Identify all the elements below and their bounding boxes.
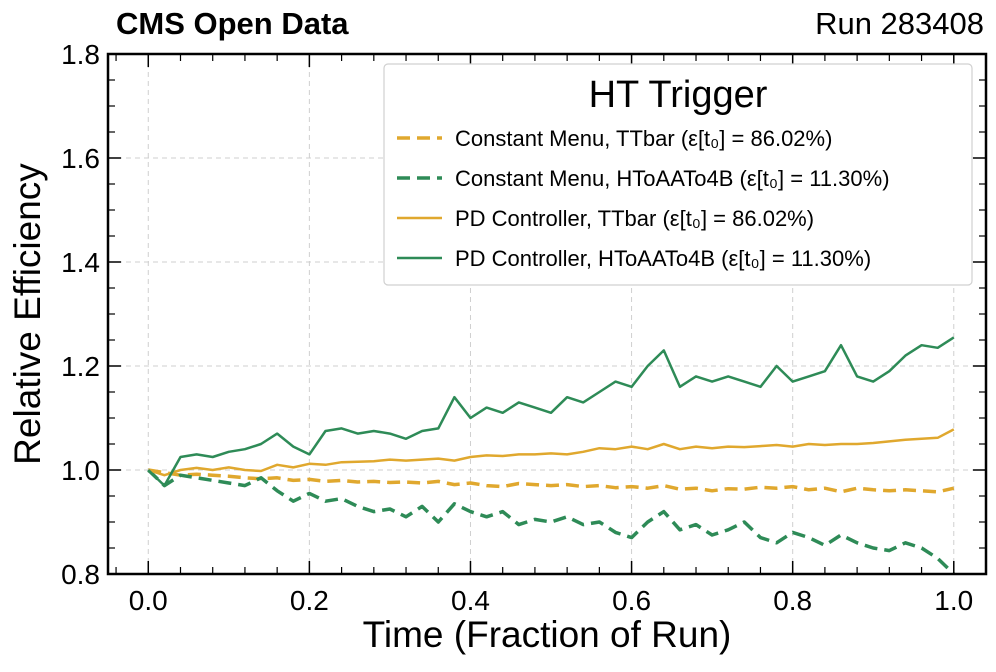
x-tick-label: 0.0 <box>129 585 168 616</box>
legend-label-efficiency: (ε[t₀] = 86.02%) <box>681 126 833 151</box>
series-line-2 <box>147 428 955 477</box>
x-tick-label: 0.4 <box>451 585 490 616</box>
legend-box <box>383 63 973 286</box>
y-tick-label: 1.2 <box>61 351 100 382</box>
y-tick-label: 1.0 <box>61 455 100 486</box>
y-tick-label: 1.6 <box>61 143 100 174</box>
x-tick-label: 0.8 <box>773 585 812 616</box>
header-left: CMS Open Data <box>116 6 349 41</box>
legend-label-main: Constant Menu, HToAATo4B <box>455 166 740 191</box>
legend-label-efficiency: (ε[t₀] = 11.30%) <box>740 166 890 191</box>
legend-label-1: Constant Menu, HToAATo4B (ε[t₀] = 11.30%… <box>455 166 890 191</box>
legend-label-0: Constant Menu, TTbar (ε[t₀] = 86.02%) <box>455 126 832 151</box>
legend-label-3: PD Controller, HToAATo4B (ε[t₀] = 11.30%… <box>455 246 871 271</box>
header-right: Run 283408 <box>815 6 984 41</box>
legend: HT Trigger Constant Menu, TTbar (ε[t₀] =… <box>383 63 973 286</box>
y-tick-label: 1.8 <box>61 39 100 70</box>
y-tick-label: 0.8 <box>61 559 100 590</box>
y-axis-label: Relative Efficiency <box>7 163 48 465</box>
x-tick-label: 0.6 <box>612 585 651 616</box>
legend-label-main: PD Controller, HToAATo4B <box>455 246 721 271</box>
legend-title: HT Trigger <box>589 74 768 116</box>
x-axis-label: Time (Fraction of Run) <box>363 614 732 655</box>
x-tick-label: 1.0 <box>934 585 973 616</box>
legend-entries: Constant Menu, TTbar (ε[t₀] = 86.02%)Con… <box>397 126 890 271</box>
series-line-1 <box>147 468 956 574</box>
legend-label-main: PD Controller, TTbar <box>455 206 662 231</box>
y-tick-label: 1.4 <box>61 247 100 278</box>
legend-label-main: Constant Menu, TTbar <box>455 126 681 151</box>
plot-frame <box>106 52 988 576</box>
series-line-0 <box>148 468 955 494</box>
series-layer <box>147 336 956 574</box>
legend-label-efficiency: (ε[t₀] = 86.02%) <box>662 206 814 231</box>
legend-label-efficiency: (ε[t₀] = 11.30%) <box>721 246 871 271</box>
series-line-3 <box>147 336 955 487</box>
x-tick-label: 0.2 <box>290 585 329 616</box>
legend-label-2: PD Controller, TTbar (ε[t₀] = 86.02%) <box>455 206 814 231</box>
